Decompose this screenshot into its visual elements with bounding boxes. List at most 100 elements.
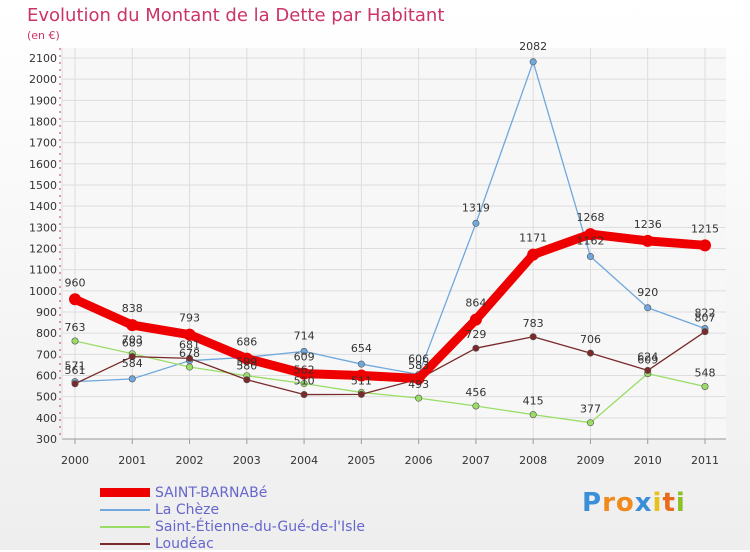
data-point — [469, 313, 482, 326]
data-label: 2082 — [519, 40, 547, 53]
data-point — [69, 293, 81, 306]
data-point — [586, 349, 594, 357]
data-label: 609 — [294, 351, 315, 364]
data-label: 807 — [695, 312, 716, 325]
data-label: 864 — [465, 297, 486, 310]
data-point — [412, 372, 425, 385]
data-point — [527, 248, 540, 261]
legend-swatch — [100, 542, 150, 545]
data-label: 960 — [65, 276, 86, 289]
legend-swatch — [100, 488, 150, 497]
data-point — [529, 333, 537, 341]
data-label: 1236 — [634, 218, 662, 231]
x-tick-label: 2006 — [405, 454, 433, 467]
y-tick-label: 1700 — [29, 137, 57, 150]
data-label: 706 — [580, 333, 601, 346]
chart-title: Evolution du Montant de la Dette par Hab… — [27, 5, 445, 26]
data-label: 580 — [236, 360, 257, 373]
data-label: 584 — [122, 357, 143, 370]
data-point — [183, 328, 196, 341]
legend-item: Saint-Étienne-du-Gué-de-l'Isle — [100, 518, 365, 535]
y-tick-label: 1800 — [29, 116, 57, 129]
data-label: 783 — [523, 317, 544, 330]
x-tick-label: 2000 — [61, 454, 89, 467]
logo-letter: t — [662, 488, 676, 518]
data-label: 678 — [179, 347, 200, 360]
series-line — [74, 340, 706, 424]
data-point — [472, 402, 480, 410]
y-tick-label: 1900 — [29, 94, 57, 107]
data-label: 763 — [65, 321, 86, 334]
data-label: 1171 — [519, 232, 547, 245]
data-point — [641, 234, 654, 247]
y-tick-label: 900 — [36, 306, 57, 319]
data-point — [357, 360, 365, 368]
data-label: 822 — [695, 307, 716, 320]
data-point — [701, 328, 709, 336]
legend-item: Loudéac — [100, 535, 365, 552]
data-point — [644, 366, 652, 374]
legend-label: SAINT-BARNABé — [155, 484, 268, 501]
data-point — [644, 304, 652, 312]
x-tick-label: 2011 — [691, 454, 719, 467]
logo-letter: x — [634, 488, 653, 518]
data-label: 729 — [465, 328, 486, 341]
data-label: 561 — [65, 364, 86, 377]
data-point — [300, 380, 308, 388]
x-tick-label: 2007 — [462, 454, 490, 467]
legend-swatch — [100, 525, 150, 528]
data-point — [357, 390, 365, 398]
legend: SAINT-BARNABé La Chèze Saint-Étienne-du-… — [100, 484, 365, 552]
data-point — [355, 369, 368, 382]
data-label: 624 — [637, 350, 658, 363]
data-label: 609 — [637, 354, 658, 367]
data-label: 510 — [294, 375, 315, 388]
data-point — [243, 376, 251, 384]
data-point — [240, 352, 253, 365]
data-label: 689 — [122, 337, 143, 350]
data-point — [472, 344, 480, 352]
data-label: 681 — [179, 338, 200, 351]
series-line — [70, 229, 710, 383]
logo-letter: r — [602, 488, 616, 518]
logo-letter: i — [675, 488, 686, 518]
data-point — [586, 419, 594, 427]
data-label: 456 — [465, 386, 486, 399]
x-tick-label: 2005 — [347, 454, 375, 467]
x-tick-label: 2001 — [118, 454, 146, 467]
data-label: 1162 — [576, 235, 604, 248]
x-tick-label: 2003 — [233, 454, 261, 467]
data-label: 599 — [236, 356, 257, 369]
y-tick-label: 1400 — [29, 200, 57, 213]
data-label: 654 — [351, 342, 372, 355]
y-tick-label: 2100 — [29, 52, 57, 65]
data-label: 920 — [637, 286, 658, 299]
data-label: 793 — [179, 312, 200, 325]
legend-label: La Chèze — [155, 501, 220, 518]
data-label: 838 — [122, 302, 143, 315]
legend-item: La Chèze — [100, 501, 365, 518]
x-tick-label: 2010 — [634, 454, 662, 467]
data-label: 703 — [122, 334, 143, 347]
data-label: 562 — [294, 364, 315, 377]
data-point — [300, 347, 308, 355]
y-tick-label: 500 — [36, 391, 57, 404]
data-label: 493 — [408, 378, 429, 391]
data-point — [300, 391, 308, 399]
y-tick-label: 1000 — [29, 285, 57, 298]
data-label: 686 — [236, 335, 257, 348]
logo-letter: P — [582, 488, 603, 518]
y-tick-label: 1500 — [29, 179, 57, 192]
data-point — [126, 319, 139, 332]
y-tick-label: 1300 — [29, 221, 57, 234]
legend-item: SAINT-BARNABé — [100, 484, 365, 501]
data-point — [186, 354, 194, 362]
data-point — [529, 411, 537, 419]
data-label: 1215 — [691, 222, 719, 235]
y-tick-label: 400 — [36, 412, 57, 425]
y-tick-label: 1600 — [29, 158, 57, 171]
data-point — [529, 58, 537, 66]
series-line — [74, 61, 706, 383]
data-point — [701, 383, 709, 391]
